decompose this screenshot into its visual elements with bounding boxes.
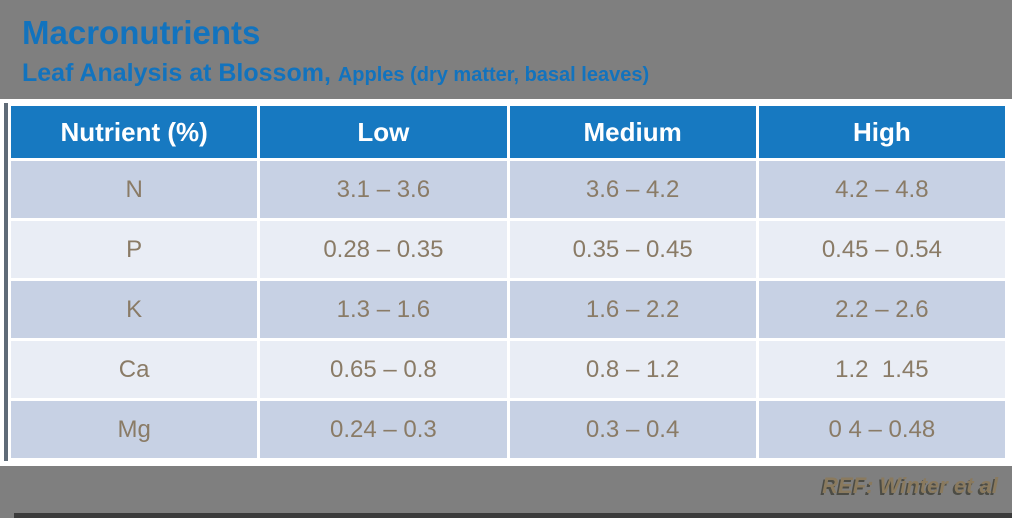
slide-title: Macronutrients [22,14,261,51]
table-header-row: Nutrient (%) Low Medium High [11,106,1005,158]
value-cell-low: 0.28 – 0.35 [260,221,507,278]
table-row-ca: Ca 0.65 – 0.8 0.8 – 1.2 1.2 1.45 [11,341,1005,398]
nutrient-label: K [11,281,258,338]
value-cell-low: 3.1 – 3.6 [260,161,507,218]
nutrient-label: Ca [11,341,258,398]
table-row-p: P 0.28 – 0.35 0.35 – 0.45 0.45 – 0.54 [11,221,1005,278]
value-cell-medium: 0.3 – 0.4 [509,401,756,458]
value-cell-medium: 1.6 – 2.2 [509,281,756,338]
slide-subtitle-detail: Apples (dry matter, basal leaves) [337,64,650,86]
slide-bottom-edge [14,513,1012,518]
nutrient-label: N [11,161,258,218]
table-row-k: K 1.3 – 1.6 1.6 – 2.2 2.2 – 2.6 [11,281,1005,338]
slide-subtitle-main: Leaf Analysis at Blossom, [22,59,338,87]
table-body: N 3.1 – 3.6 3.6 – 4.2 4.2 – 4.8 P 0.28 –… [11,161,1005,458]
table-row-n: N 3.1 – 3.6 3.6 – 4.2 4.2 – 4.8 [11,161,1005,218]
value-cell-high: 1.2 1.45 [758,341,1005,398]
reference-citation: REF: Winter et al [822,473,998,498]
column-header-medium: Medium [509,106,756,158]
nutrient-table: Nutrient (%) Low Medium High N 3.1 – 3.6… [4,103,1008,461]
value-cell-high: 2.2 – 2.6 [758,281,1005,338]
table-header: Nutrient (%) Low Medium High [11,106,1005,158]
value-cell-high: 0 4 – 0.48 [758,401,1005,458]
value-cell-low: 0.65 – 0.8 [260,341,507,398]
value-cell-medium: 0.35 – 0.45 [509,221,756,278]
value-cell-high: 0.45 – 0.54 [758,221,1005,278]
nutrient-label: P [11,221,258,278]
column-header-low: Low [260,106,507,158]
value-cell-low: 0.24 – 0.3 [260,401,507,458]
nutrient-label: Mg [11,401,258,458]
column-header-nutrient: Nutrient (%) [11,106,258,158]
value-cell-high: 4.2 – 4.8 [758,161,1005,218]
nutrient-table-frame: Nutrient (%) Low Medium High N 3.1 – 3.6… [0,99,1012,466]
table-row-mg: Mg 0.24 – 0.3 0.3 – 0.4 0 4 – 0.48 [11,401,1005,458]
slide-subtitle: Leaf Analysis at Blossom, Apples (dry ma… [22,59,649,88]
value-cell-low: 1.3 – 1.6 [260,281,507,338]
column-header-high: High [758,106,1005,158]
value-cell-medium: 3.6 – 4.2 [509,161,756,218]
value-cell-medium: 0.8 – 1.2 [509,341,756,398]
